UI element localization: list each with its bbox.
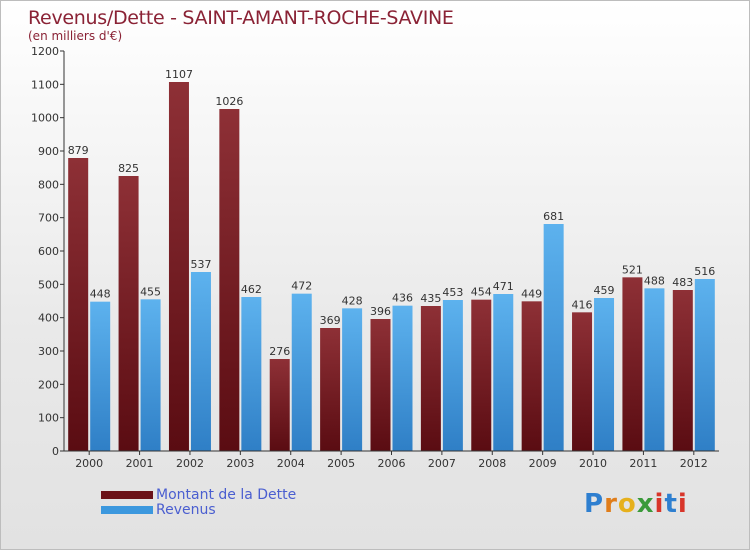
- data-label-revenus: 462: [241, 283, 262, 296]
- data-label-revenus: 488: [644, 274, 665, 287]
- bar-dette: [68, 158, 89, 451]
- legend-swatch-revenus: [101, 506, 153, 514]
- x-axis: 2000 2001 2002 2003 2004 2005 2006 2007 2008 2009…: [64, 450, 719, 470]
- y-tick-label: 800: [38, 178, 59, 191]
- bar-revenus: [543, 224, 564, 451]
- y-tick-label: 300: [38, 345, 59, 358]
- bar-revenus: [140, 299, 161, 451]
- bar-revenus: [241, 297, 262, 451]
- bar-dette: [420, 306, 441, 451]
- x-tick-label: 2006: [378, 457, 406, 470]
- data-label-dette: 454: [471, 286, 492, 299]
- data-label-dette: 435: [420, 292, 441, 305]
- y-tick-label: 200: [38, 378, 59, 391]
- data-label-dette: 396: [370, 305, 391, 318]
- x-tick-label: 2010: [579, 457, 607, 470]
- data-label-dette: 276: [269, 345, 290, 358]
- bar-dette: [572, 312, 593, 451]
- bar-dette: [269, 359, 290, 451]
- data-label-revenus: 455: [140, 285, 161, 298]
- bar-dette: [320, 328, 341, 451]
- x-tick-label: 2001: [126, 457, 154, 470]
- logo-letter: o: [617, 489, 637, 519]
- data-label-revenus: 516: [694, 265, 715, 278]
- logo-letter: x: [636, 489, 655, 519]
- data-label-revenus: 459: [594, 284, 615, 297]
- y-tick-label: 900: [38, 145, 59, 158]
- bar-dette: [521, 301, 542, 451]
- bar-revenus: [392, 305, 413, 451]
- data-label-revenus: 453: [442, 286, 463, 299]
- data-label-dette: 369: [320, 314, 341, 327]
- data-label-dette: 1026: [215, 95, 243, 108]
- logo-letter: r: [604, 489, 618, 519]
- y-tick-label: 100: [38, 412, 59, 425]
- legend-label-revenus: Revenus: [156, 502, 216, 518]
- bar-dette: [471, 299, 492, 451]
- chart-title: Revenus/Dette - SAINT-AMANT-ROCHE-SAVINE: [28, 7, 454, 29]
- bar-revenus: [493, 294, 514, 451]
- y-tick-label: 1000: [31, 112, 59, 125]
- y-tick-label: 500: [38, 278, 59, 291]
- bar-dette: [370, 319, 391, 451]
- x-tick-label: 2000: [75, 457, 103, 470]
- data-label-revenus: 537: [190, 258, 211, 271]
- legend-swatch-dette: [101, 491, 153, 499]
- bar-dette: [622, 277, 643, 451]
- bar-revenus: [342, 308, 363, 451]
- y-tick-label: 700: [38, 212, 59, 225]
- x-tick-label: 2002: [176, 457, 204, 470]
- proxiti-logo: Proxiti: [584, 489, 688, 519]
- data-label-revenus: 471: [493, 280, 514, 293]
- x-tick-label: 2004: [277, 457, 305, 470]
- chart-subtitle: (en milliers d'€): [28, 29, 123, 43]
- data-label-dette: 416: [572, 298, 593, 311]
- logo-letter: P: [584, 489, 605, 519]
- y-tick-label: 600: [38, 245, 59, 258]
- y-axis: 0 100 200 300 400 500 600 700 800 900 1000 1100 1200: [31, 45, 65, 458]
- x-tick-label: 2011: [629, 457, 657, 470]
- data-label-revenus: 472: [291, 280, 312, 293]
- x-tick-label: 2007: [428, 457, 456, 470]
- bar-revenus: [442, 300, 463, 451]
- x-tick-label: 2005: [327, 457, 355, 470]
- legend-label-dette: Montant de la Dette: [156, 487, 297, 503]
- bar-revenus: [291, 293, 312, 451]
- bar-dette: [219, 109, 240, 451]
- x-tick-label: 2008: [478, 457, 506, 470]
- data-label-dette: 825: [118, 162, 139, 175]
- x-tick-label: 2003: [226, 457, 254, 470]
- data-label-dette: 483: [672, 276, 693, 289]
- bar-revenus: [594, 298, 615, 451]
- logo-letter: i: [654, 489, 665, 519]
- bar-dette: [118, 176, 139, 451]
- x-tick-label: 2009: [529, 457, 557, 470]
- y-tick-label: 400: [38, 312, 59, 325]
- bar-revenus: [694, 279, 715, 451]
- data-label-revenus: 436: [392, 292, 413, 305]
- logo-letter: t: [664, 489, 678, 519]
- bar-revenus: [644, 288, 665, 451]
- data-label-dette: 449: [521, 287, 542, 300]
- bar-revenus: [190, 272, 211, 451]
- x-tick-label: 2012: [680, 457, 708, 470]
- bar-dette: [168, 82, 189, 451]
- data-label-dette: 1107: [165, 68, 193, 81]
- data-label-revenus: 428: [342, 294, 363, 307]
- data-label-dette: 879: [68, 144, 89, 157]
- bar-revenus: [90, 301, 111, 451]
- bar-dette: [672, 290, 693, 451]
- y-tick-label: 1200: [31, 45, 59, 58]
- data-label-revenus: 448: [90, 288, 111, 301]
- data-label-dette: 521: [622, 263, 643, 276]
- logo-letter: i: [677, 489, 688, 519]
- data-label-revenus: 681: [543, 210, 564, 223]
- y-tick-label: 1100: [31, 78, 59, 91]
- y-tick-label: 0: [52, 445, 59, 458]
